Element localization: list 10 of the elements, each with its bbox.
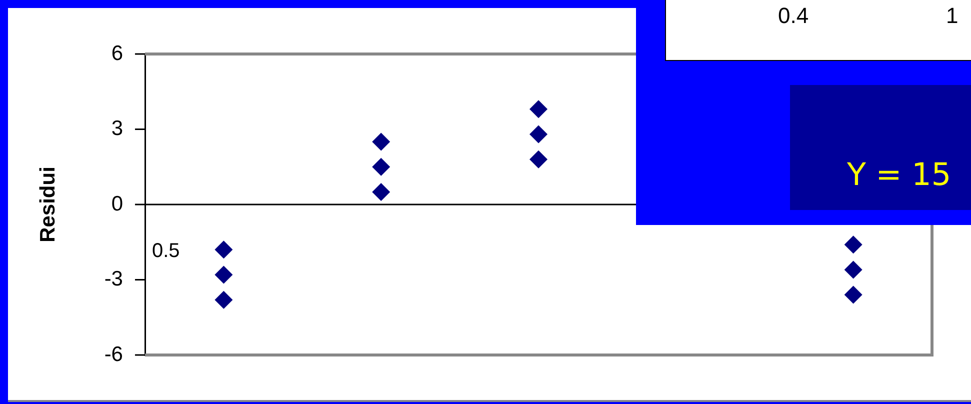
annotation: 0.5: [152, 240, 180, 263]
y-tick-label: 3: [111, 117, 123, 140]
y-tick-label: 6: [111, 42, 123, 65]
annotation: Y = 15: [847, 157, 952, 193]
table-box: 0.4 1: [665, 0, 971, 61]
y-axis-title: Residui: [36, 166, 60, 242]
equation-box: Y = 15: [790, 85, 971, 210]
y-tick-label: -6: [104, 342, 123, 366]
y-tick-label: 0: [111, 192, 123, 216]
y-tick-label: -3: [104, 268, 123, 291]
